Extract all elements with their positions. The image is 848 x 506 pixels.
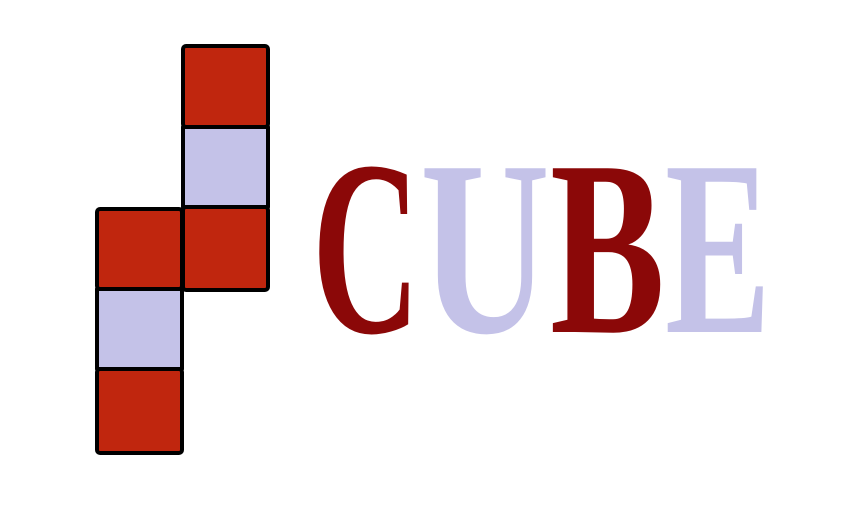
cube-net [95, 44, 270, 455]
square [181, 205, 270, 292]
letter: E [665, 110, 771, 387]
wordmark: C U B E [312, 110, 771, 387]
letter: C [312, 110, 420, 387]
letter: U [420, 110, 550, 387]
square [95, 367, 184, 455]
square [95, 287, 184, 371]
square [181, 44, 270, 129]
square [181, 125, 270, 209]
square [95, 207, 184, 291]
letter: B [550, 110, 665, 387]
